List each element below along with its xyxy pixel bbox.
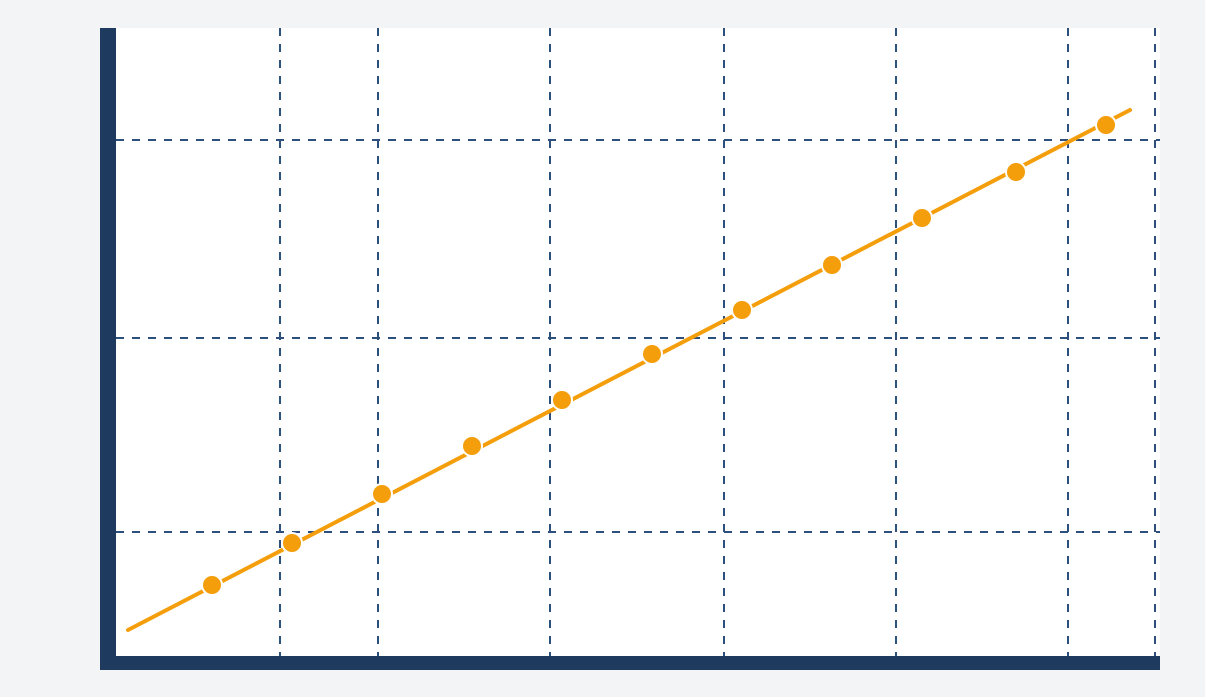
series-marker	[732, 300, 752, 320]
series-marker	[202, 575, 222, 595]
series-marker	[642, 344, 662, 364]
chart-canvas	[0, 0, 1205, 697]
series-marker	[552, 390, 572, 410]
series-marker	[462, 436, 482, 456]
series-marker	[282, 533, 302, 553]
linear-chart-svg	[0, 0, 1205, 697]
x-axis	[100, 656, 1160, 670]
series-marker	[822, 255, 842, 275]
series-marker	[912, 208, 932, 228]
series-marker	[1096, 115, 1116, 135]
series-marker	[1006, 162, 1026, 182]
series-marker	[372, 484, 392, 504]
y-axis	[100, 28, 116, 670]
